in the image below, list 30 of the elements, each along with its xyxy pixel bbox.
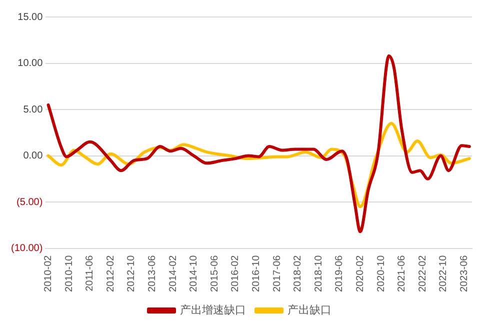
x-tick-label: 2012-02 xyxy=(105,254,116,292)
x-tick-label: 2020-02 xyxy=(354,254,366,292)
x-tick-label: 2010-10 xyxy=(64,254,75,292)
y-tick-label: 15.00 xyxy=(18,12,44,23)
x-tick-label: 2016-02 xyxy=(230,254,242,292)
x-tick-label: 2022-10 xyxy=(438,254,450,292)
x-tick-label: 2018-02 xyxy=(292,254,304,292)
legend-label: 产出增速缺口 xyxy=(180,303,246,316)
y-tick-label: (5.00) xyxy=(16,196,43,208)
x-tick-label: 2019-06 xyxy=(334,254,346,292)
x-tick-label: 2011-06 xyxy=(84,254,96,292)
x-tick-label: 2014-10 xyxy=(188,254,200,292)
line-series xyxy=(46,54,471,234)
x-tick-label: 2015-06 xyxy=(209,254,220,292)
legend-label: 产出缺口 xyxy=(288,303,332,316)
y-tick-label: 10.00 xyxy=(18,58,44,70)
y-tick-label: 0.00 xyxy=(23,150,44,162)
x-tick-label: 2013-06 xyxy=(147,254,158,292)
x-tick-label: 2018-10 xyxy=(313,254,324,292)
x-tick-label: 2014-02 xyxy=(168,254,179,292)
y-tick-label: (10.00) xyxy=(10,243,43,254)
x-tick-label: 2017-06 xyxy=(272,254,283,292)
x-tick-label: 2020-10 xyxy=(376,254,387,292)
x-tick-label: 2021-06 xyxy=(396,254,408,292)
x-tick-label: 2010-02 xyxy=(43,254,54,292)
x-tick-label: 2016-10 xyxy=(250,254,262,292)
y-tick-label: 5.00 xyxy=(23,104,44,116)
x-tick-label: 2023-06 xyxy=(458,254,470,292)
x-tick-label: 2022-02 xyxy=(417,254,428,292)
x-tick-label: 2012-10 xyxy=(126,254,138,292)
